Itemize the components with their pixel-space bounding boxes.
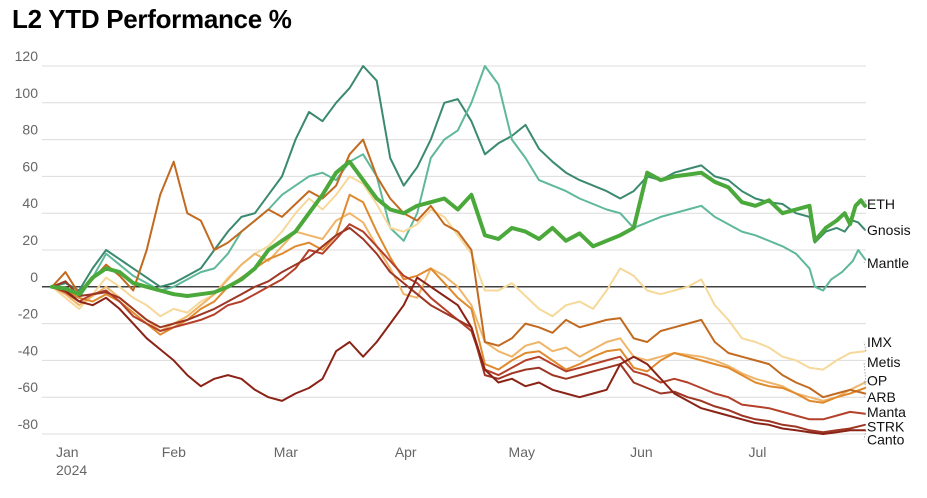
series-line-imx <box>51 175 866 371</box>
end-label-imx: IMX <box>867 334 893 350</box>
y-tick-label: 20 <box>22 232 38 248</box>
end-label-arb: ARB <box>867 389 896 405</box>
y-tick-label: 80 <box>22 122 38 138</box>
series-line-mantle <box>51 65 866 299</box>
series-line-manta <box>51 223 866 421</box>
label-connector <box>863 380 867 389</box>
x-tick-label: Jun <box>630 444 653 460</box>
series-lines <box>50 65 867 435</box>
label-connector <box>863 430 867 440</box>
y-tick-label: -20 <box>18 306 38 322</box>
series-line-gnosis <box>51 65 866 292</box>
end-label-strk: STRK <box>867 419 905 435</box>
end-label-manta: Manta <box>867 404 906 420</box>
y-tick-label: 40 <box>22 195 38 211</box>
end-label-canto: Canto <box>867 432 905 448</box>
end-label-gnosis: Gnosis <box>867 222 911 238</box>
chart-title: L2 YTD Performance % <box>12 4 292 34</box>
label-connector <box>863 259 867 264</box>
y-tick-label: 100 <box>15 85 39 101</box>
y-tick-label: -60 <box>18 379 38 395</box>
series-line-eth <box>50 159 867 298</box>
series-line-op <box>51 193 866 404</box>
label-connector <box>863 341 867 352</box>
x-tick-label: Apr <box>395 444 417 460</box>
series-line-arb <box>51 138 866 399</box>
x-tick-label: Mar <box>274 444 298 460</box>
label-connector <box>863 411 867 415</box>
axis-labels: -80 -60 -40 -20 0 20 40 60 80 100 120 Jan 2024 Feb Mar… <box>15 48 767 478</box>
label-connector <box>863 393 867 398</box>
y-tick-label: 0 <box>30 269 38 285</box>
y-tick-label: -80 <box>18 416 38 432</box>
series-line-canto <box>51 276 866 435</box>
end-labels: ETH Gnosis Mantle IMX Metis OPARBMantaSTRKCan… <box>863 196 911 448</box>
grid-lines <box>42 65 866 435</box>
y-tick-label: 120 <box>15 48 39 64</box>
x-tick-label: Jan <box>56 444 79 460</box>
y-tick-label: 60 <box>22 158 38 174</box>
x-tick-label: Feb <box>162 444 186 460</box>
series-line-metis <box>51 212 866 402</box>
x-tick-label: Jul <box>748 444 766 460</box>
series-line-strk <box>51 226 866 434</box>
y-tick-label: -40 <box>18 342 38 358</box>
label-connector <box>863 362 867 383</box>
label-connector <box>863 424 867 427</box>
end-label-mantle: Mantle <box>867 255 909 271</box>
x-tick-label: May <box>509 444 535 460</box>
end-label-metis: Metis <box>867 354 900 370</box>
label-connector <box>863 200 867 205</box>
x-tick-sublabel: 2024 <box>56 462 87 478</box>
end-label-op: OP <box>867 373 887 389</box>
end-label-eth: ETH <box>867 196 895 212</box>
